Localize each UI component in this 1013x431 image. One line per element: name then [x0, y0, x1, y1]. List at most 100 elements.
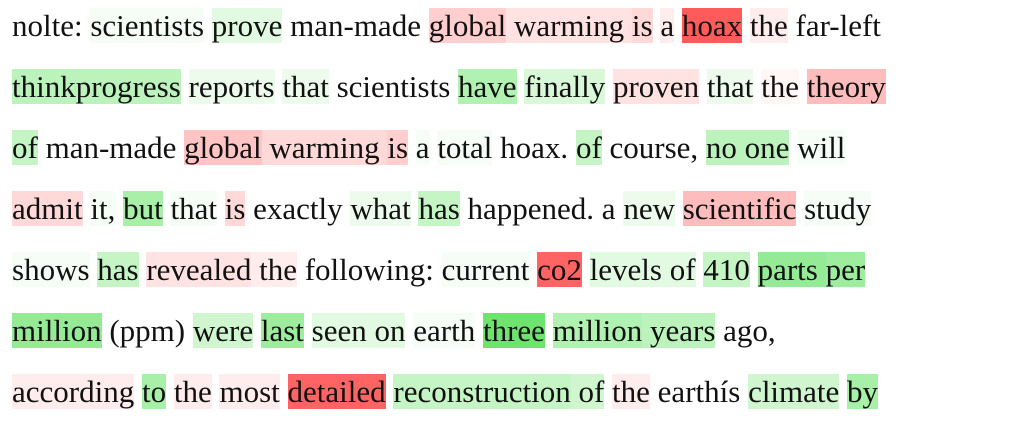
token: theory	[806, 69, 886, 104]
token: study	[804, 191, 872, 226]
token-space	[661, 252, 670, 287]
token: three	[482, 313, 545, 348]
token-space	[582, 252, 590, 287]
token: the	[749, 8, 788, 43]
text-line: million (ppm) were last seen on earth th…	[12, 309, 1013, 370]
token: seen	[311, 313, 367, 348]
token: new	[623, 191, 675, 226]
token: scientists	[336, 69, 451, 104]
token: global	[184, 130, 262, 165]
token: the	[173, 374, 212, 409]
token: the	[612, 374, 650, 409]
token-space	[675, 191, 683, 226]
token-space	[604, 374, 612, 409]
token-space	[434, 252, 442, 287]
token-space	[297, 252, 305, 287]
text-line: thinkprogress reports that scientists ha…	[12, 65, 1013, 126]
token: shows	[12, 252, 90, 287]
token-space	[602, 130, 610, 165]
token-space	[839, 374, 847, 409]
token: proven	[612, 69, 700, 104]
text-line: admit it, but that is exactly what has h…	[12, 187, 1013, 248]
token: no	[705, 130, 737, 165]
token: thinkprogress	[12, 69, 181, 104]
token-space	[134, 374, 142, 409]
token-space	[506, 8, 514, 43]
token: detailed	[287, 374, 386, 409]
token-space	[750, 252, 758, 287]
token-space	[715, 313, 723, 348]
token: is	[224, 191, 246, 226]
token-space	[282, 8, 290, 43]
token-space	[799, 69, 807, 104]
token: a	[601, 191, 616, 226]
token-space	[176, 130, 184, 165]
token: earth	[413, 313, 476, 348]
token: parts	[757, 252, 818, 287]
token-space	[736, 130, 745, 165]
token: that	[170, 191, 217, 226]
token-space	[788, 8, 796, 43]
token: exactly	[253, 191, 343, 226]
token: total	[437, 130, 493, 165]
highlighted-text-passage: nolte: scientists prove man-made global …	[12, 8, 1013, 409]
token-space	[253, 313, 261, 348]
token: (ppm)	[109, 313, 186, 348]
token-space	[204, 8, 212, 43]
token-space	[251, 252, 260, 287]
token: a	[660, 8, 675, 43]
token: is	[631, 8, 653, 43]
token: were	[192, 313, 254, 348]
token-space	[817, 252, 826, 287]
token: on	[374, 313, 406, 348]
token: of	[578, 374, 605, 409]
token: climate	[748, 374, 840, 409]
token-space	[421, 8, 429, 43]
token: last	[260, 313, 304, 348]
token: warming	[513, 8, 625, 43]
token: million	[12, 313, 102, 348]
token-space	[329, 69, 337, 104]
token-space	[568, 130, 576, 165]
token: will	[797, 130, 846, 165]
token: it,	[90, 191, 116, 226]
token: hoax.	[500, 130, 569, 165]
token: admit	[12, 191, 83, 226]
token-space	[796, 191, 804, 226]
token-space	[181, 69, 189, 104]
token: revealed	[146, 252, 252, 287]
token: reconstruction	[393, 374, 571, 409]
token-space	[379, 130, 388, 165]
token: 410	[703, 252, 750, 287]
token: but	[123, 191, 163, 226]
token: reports	[188, 69, 275, 104]
token-space	[492, 130, 500, 165]
token-space	[740, 374, 748, 409]
token-space	[38, 130, 46, 165]
token-space	[594, 191, 602, 226]
token: warming	[269, 130, 380, 165]
token: have	[458, 69, 517, 104]
token: scientific	[682, 191, 797, 226]
token-space	[261, 130, 270, 165]
token-space	[545, 313, 553, 348]
token: following:	[304, 252, 434, 287]
token: million	[552, 313, 643, 348]
text-line: shows has revealed the following: curren…	[12, 248, 1013, 309]
token: scientists	[90, 8, 205, 43]
token-space	[570, 374, 579, 409]
token: of	[12, 130, 38, 165]
token-space	[166, 374, 174, 409]
token: nolte:	[12, 8, 83, 43]
token: by	[847, 374, 879, 409]
token-space	[115, 191, 123, 226]
token-space	[185, 313, 193, 348]
token: most	[219, 374, 280, 409]
token: hoax	[681, 8, 743, 43]
token-space	[408, 130, 416, 165]
token-space	[642, 313, 650, 348]
token: a	[415, 130, 430, 165]
token: finally	[524, 69, 606, 104]
token: global	[428, 8, 507, 43]
token: per	[825, 252, 866, 287]
